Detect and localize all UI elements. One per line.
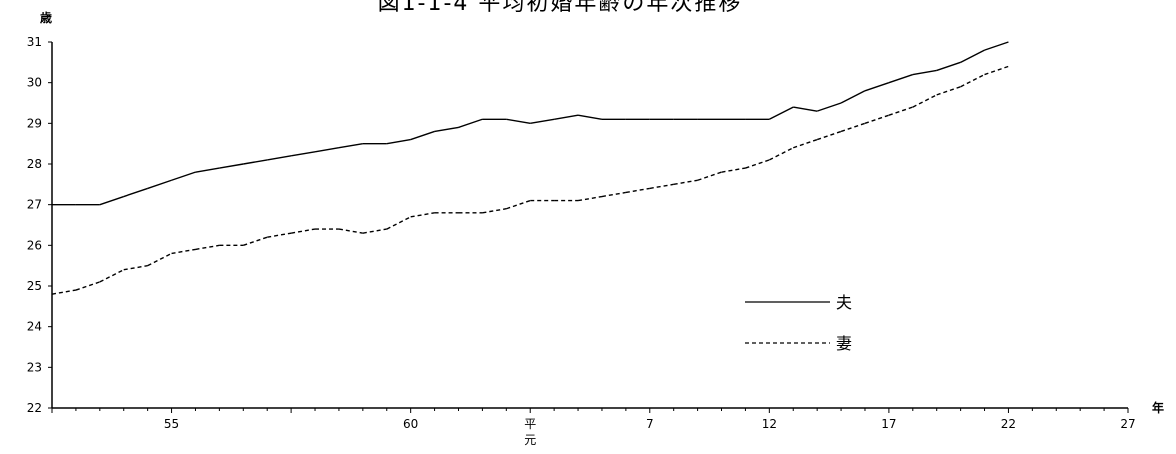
y-tick-label: 27 (27, 198, 42, 212)
y-tick-label: 25 (27, 279, 42, 293)
series-segment (912, 94, 938, 108)
series-segment (769, 106, 794, 120)
series-segment (577, 114, 603, 120)
series-segment (386, 216, 411, 230)
series-segment (243, 236, 268, 246)
series-segment (195, 244, 220, 251)
legend-label-wife: 妻 (836, 334, 852, 353)
series-segment (816, 102, 842, 112)
series-segment (338, 228, 363, 234)
series-wife (51, 65, 1009, 295)
series-segment (123, 187, 148, 198)
x-tick-label: 平 (524, 417, 536, 431)
series-segment (243, 159, 268, 165)
series-segment (530, 118, 555, 125)
series-segment (793, 138, 818, 149)
series-segment (888, 73, 914, 84)
series-segment (840, 122, 866, 133)
series-segment (195, 167, 220, 173)
x-axis-unit-label: 年 (1152, 400, 1164, 415)
series-segment (410, 130, 435, 141)
chart-title: 図1-1-4 平均初婚年齢の年次推移 (378, 0, 743, 16)
series-segment (147, 252, 172, 267)
x-tick-label: 22 (1001, 417, 1016, 431)
axes: 22 23 24 25 26 27 28 29 30 31 55 60 平元 7 12 17 22 27 (27, 35, 1136, 447)
series-segment (267, 155, 292, 161)
series-segment (721, 167, 746, 173)
y-tick-label: 29 (27, 116, 42, 130)
series-segment (673, 179, 698, 186)
series-segment (864, 82, 890, 92)
series-segment (219, 163, 244, 169)
x-tick-label: 27 (1120, 417, 1135, 431)
x-tick-label: 55 (164, 417, 179, 431)
series-segment (888, 106, 914, 116)
y-tick-label: 22 (27, 401, 42, 415)
series-segment (99, 195, 124, 206)
series-segment (290, 151, 316, 157)
x-tick-label: 60 (403, 417, 418, 431)
series-lines (51, 41, 1009, 295)
series-segment (625, 187, 650, 194)
y-axis-unit-label: 歳 (40, 10, 52, 25)
series-segment (171, 171, 196, 181)
x-tick-label: 17 (881, 417, 896, 431)
series-segment (147, 179, 172, 190)
series-segment (506, 199, 531, 210)
series-segment (338, 142, 363, 149)
y-tick-label: 31 (27, 35, 42, 49)
y-tick-label: 30 (27, 76, 42, 90)
series-segment (75, 281, 101, 291)
series-segment (482, 208, 507, 214)
series-segment (745, 159, 770, 169)
series-segment (506, 118, 531, 125)
series-husband (52, 41, 1009, 206)
series-segment (816, 130, 842, 141)
legend: 夫 妻 (745, 293, 852, 353)
series-segment (840, 90, 866, 104)
y-tick-label: 28 (27, 157, 42, 171)
series-segment (793, 106, 818, 112)
series-segment (936, 61, 961, 72)
series-segment (601, 191, 626, 198)
series-segment (267, 232, 292, 238)
series-segment (434, 126, 459, 133)
series-segment (697, 171, 722, 181)
series-segment (984, 41, 1009, 51)
x-tick-label: 7 (646, 417, 654, 431)
legend-label-husband: 夫 (836, 293, 852, 312)
series-segment (314, 147, 340, 153)
y-tick-label: 26 (27, 238, 42, 252)
y-tick-label: 24 (27, 320, 42, 334)
series-segment (458, 118, 483, 129)
series-segment (362, 228, 387, 234)
series-segment (290, 228, 316, 234)
series-segment (171, 248, 196, 255)
series-segment (554, 114, 579, 120)
x-tick-label: 12 (762, 417, 777, 431)
series-segment (960, 73, 985, 88)
series-segment (960, 49, 985, 63)
series-segment (936, 86, 961, 96)
series-segment (386, 138, 411, 145)
series-segment (577, 195, 603, 202)
series-segment (51, 289, 77, 295)
series-segment (649, 183, 674, 190)
series-segment (912, 69, 937, 76)
y-tick-label: 23 (27, 360, 42, 374)
x-tick-sublabel: 元 (524, 433, 536, 447)
series-segment (123, 264, 148, 271)
series-segment (984, 65, 1009, 76)
series-segment (99, 269, 125, 283)
series-segment (410, 212, 435, 218)
series-segment (864, 114, 890, 124)
series-segment (769, 147, 794, 161)
